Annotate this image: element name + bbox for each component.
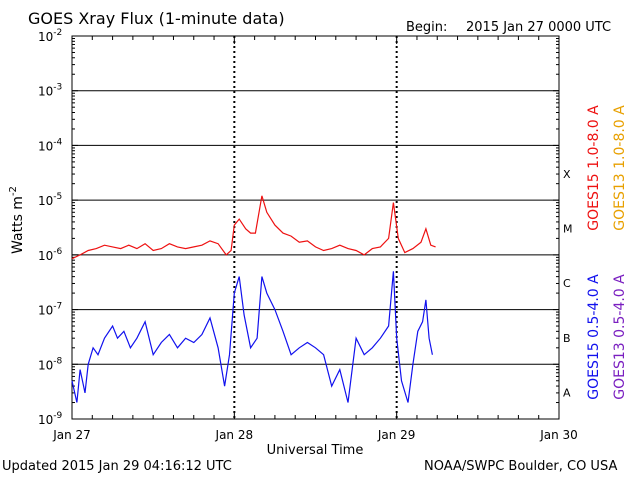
- credit-text: NOAA/SWPC Boulder, CO USA: [424, 459, 618, 474]
- begin-label: Begin:: [406, 20, 447, 35]
- y-tick-label-exp: -3: [53, 83, 62, 93]
- y-tick-label-base: 10: [38, 194, 53, 208]
- y-tick-label-5: 10-7: [38, 302, 62, 318]
- x-tick-label-2: Jan 29: [377, 428, 416, 442]
- begin-value: 2015 Jan 27 0000 UTC: [466, 20, 611, 35]
- y-tick-label-3: 10-5: [38, 192, 62, 208]
- y-tick-label-exp: -5: [53, 192, 62, 202]
- y-tick-label-exp: -2: [53, 28, 62, 38]
- y-tick-label-1: 10-3: [38, 83, 62, 99]
- y-tick-label-exp: -4: [53, 137, 62, 147]
- legend-entry-1: GOES13 1.0-8.0 A: [612, 105, 628, 231]
- y-tick-label-base: 10: [38, 139, 53, 153]
- y-tick-label-exp: -8: [53, 356, 62, 366]
- flare-class-m: M: [563, 223, 573, 236]
- series-line-goes15-1-0-8-0-a: [71, 195, 436, 260]
- series-line-goes15-0-5-4-0-a: [71, 271, 433, 403]
- y-tick-label-base: 10: [38, 85, 53, 99]
- x-axis-label: Universal Time: [267, 443, 364, 458]
- chart-title: GOES Xray Flux (1-minute data): [28, 9, 285, 28]
- y-tick-label-base: 10: [38, 249, 53, 263]
- y-axis-label: Watts m-2: [8, 186, 26, 254]
- y-tick-label-7: 10-9: [38, 411, 63, 427]
- y-tick-label-exp: -9: [53, 411, 62, 421]
- plot-frame: [71, 35, 560, 420]
- y-tick-label-base: 10: [38, 30, 53, 44]
- legend-entry-3: GOES13 0.5-4.0 A: [612, 274, 628, 400]
- updated-timestamp: Updated 2015 Jan 29 04:16:12 UTC: [2, 459, 232, 474]
- flare-class-b: B: [563, 332, 571, 345]
- flare-class-labels: X M C B A: [563, 168, 573, 400]
- y-tick-label-base: 10: [38, 304, 53, 318]
- y-tick-label-base: 10: [38, 413, 53, 427]
- legend-entry-0: GOES15 1.0-8.0 A: [586, 105, 602, 231]
- legend: GOES15 1.0-8.0 A GOES13 1.0-8.0 A GOES15 0…: [586, 105, 628, 400]
- y-axis-label-exp: -2: [8, 186, 19, 196]
- y-tick-label-base: 10: [38, 358, 53, 372]
- x-tick-label-3: Jan 30: [539, 428, 578, 442]
- flare-class-x: X: [563, 168, 571, 181]
- y-tick-label-exp: -7: [53, 302, 62, 312]
- flare-class-a: A: [563, 387, 571, 400]
- y-ticks: 10-210-310-410-510-610-710-810-9: [38, 28, 559, 427]
- y-tick-label-exp: -6: [53, 247, 62, 257]
- y-axis-label-base: Watts m: [10, 196, 26, 254]
- x-tick-label-1: Jan 28: [215, 428, 254, 442]
- series-group: [71, 195, 436, 403]
- y-tick-label-2: 10-4: [38, 137, 63, 153]
- x-tick-label-0: Jan 27: [52, 428, 91, 442]
- y-tick-label-4: 10-6: [38, 247, 63, 263]
- legend-entry-2: GOES15 0.5-4.0 A: [586, 274, 602, 400]
- x-ticks: Jan 27 Jan 28 Jan 29 Jan 30: [52, 36, 578, 442]
- y-tick-label-6: 10-8: [38, 356, 63, 372]
- flare-class-c: C: [563, 277, 571, 290]
- y-tick-label-0: 10-2: [38, 28, 62, 44]
